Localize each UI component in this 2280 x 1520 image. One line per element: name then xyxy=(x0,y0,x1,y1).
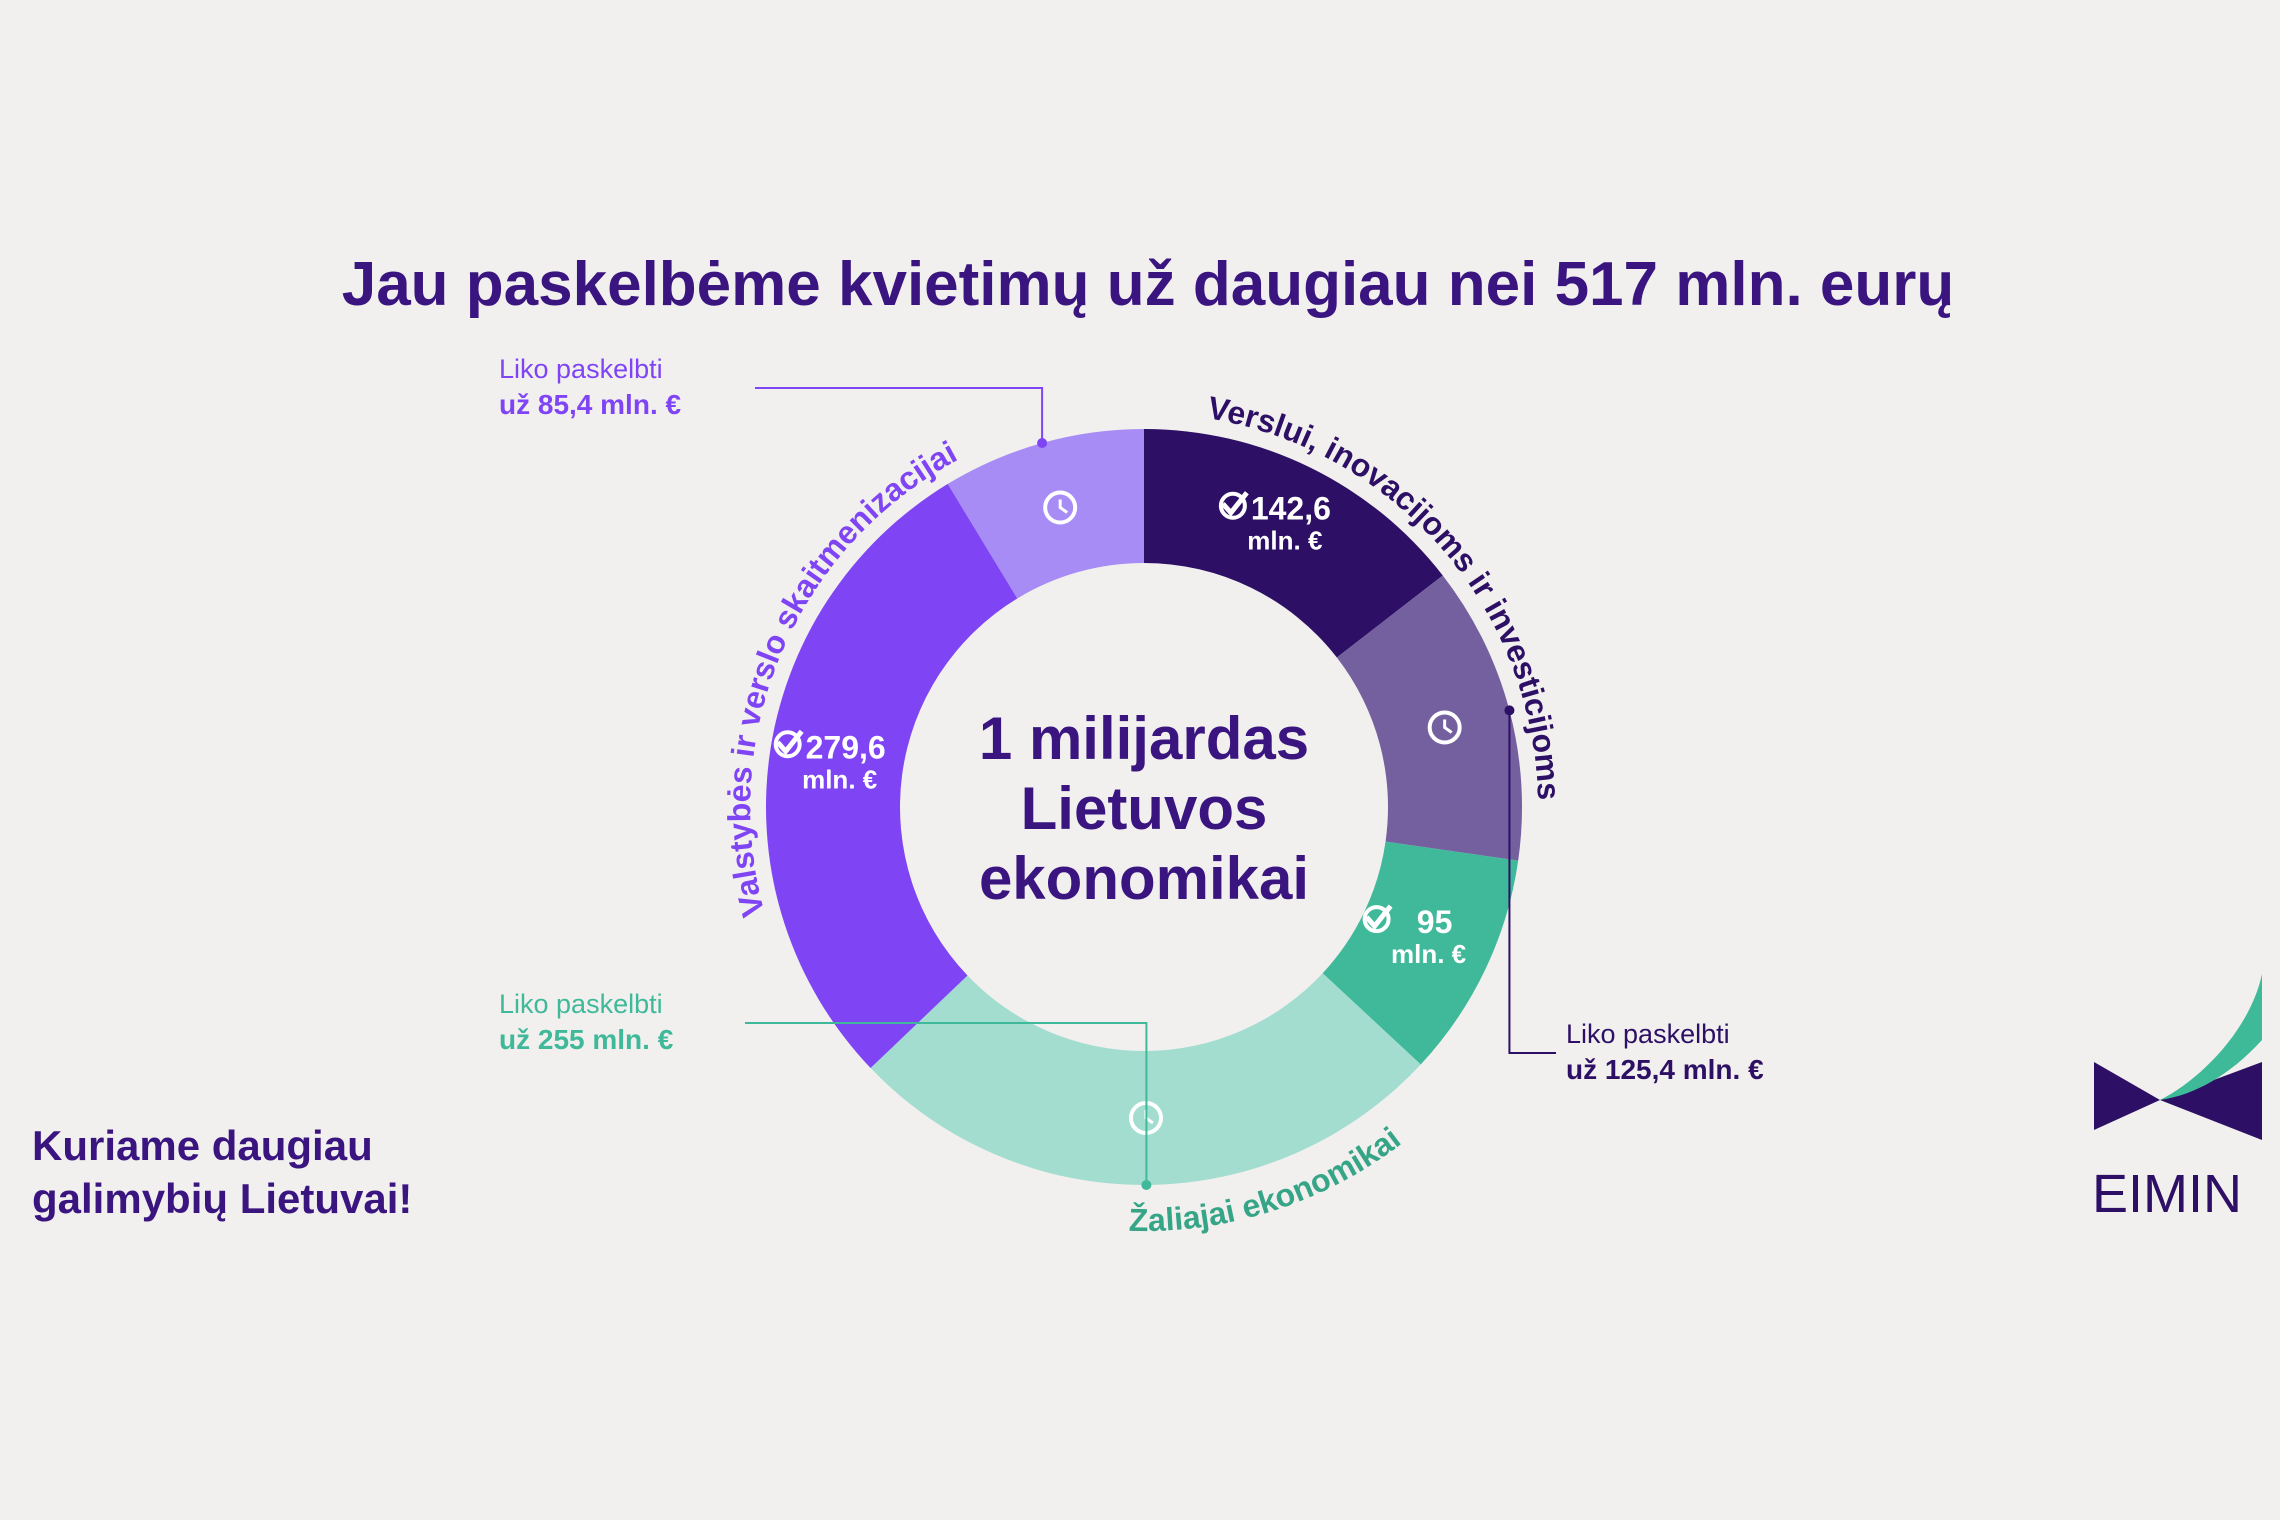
leader-line xyxy=(1508,710,1556,1054)
clock-icon xyxy=(1427,710,1462,745)
logo-swoosh xyxy=(2160,974,2262,1100)
callout-label: Liko paskelbti xyxy=(499,354,663,384)
callout-label: Liko paskelbti xyxy=(1566,1019,1730,1049)
center-text: Lietuvos xyxy=(1021,775,1268,842)
value-label: 142,6 xyxy=(1251,491,1331,527)
center-text: ekonomikai xyxy=(979,845,1309,912)
callout-value: už 255 mln. € xyxy=(499,1024,674,1055)
logo-shape xyxy=(2094,1062,2160,1130)
clock-icon xyxy=(1443,719,1453,734)
unit-label: mln. € xyxy=(1247,526,1322,556)
check-icon xyxy=(1221,491,1249,517)
check-icon xyxy=(775,729,804,756)
logo-text: EIMIN xyxy=(2092,1164,2242,1224)
chart-title: Jau paskelbėme kvietimų už daugiau nei 5… xyxy=(342,250,1955,319)
value-label: 279,6 xyxy=(806,729,886,765)
value-label: 95 xyxy=(1417,904,1453,940)
check-icon xyxy=(1364,904,1393,930)
donut-segment xyxy=(765,483,1018,1069)
donut-segment xyxy=(1322,841,1519,1065)
logo: EIMIN xyxy=(2092,974,2262,1224)
leader-line xyxy=(755,387,1044,443)
callout-label: Liko paskelbti xyxy=(499,989,663,1019)
logo-shape xyxy=(2160,1062,2262,1140)
unit-label: mln. € xyxy=(1391,939,1466,969)
donut-segment xyxy=(1336,575,1522,861)
check-icon xyxy=(1218,491,1247,520)
clock-icon xyxy=(1043,490,1078,525)
donut-segment xyxy=(1144,429,1443,658)
center-text: 1 milijardas xyxy=(979,705,1309,772)
check-icon xyxy=(1362,905,1391,934)
clock-icon xyxy=(1058,499,1069,514)
unit-label: mln. € xyxy=(802,764,877,794)
callout-value: už 85,4 mln. € xyxy=(499,389,681,420)
callout-value: už 125,4 mln. € xyxy=(1566,1054,1764,1085)
tagline: galimybių Lietuvai! xyxy=(32,1175,412,1222)
leader-line xyxy=(745,1022,1148,1185)
tagline: Kuriame daugiau xyxy=(32,1122,373,1169)
check-icon xyxy=(773,730,802,759)
